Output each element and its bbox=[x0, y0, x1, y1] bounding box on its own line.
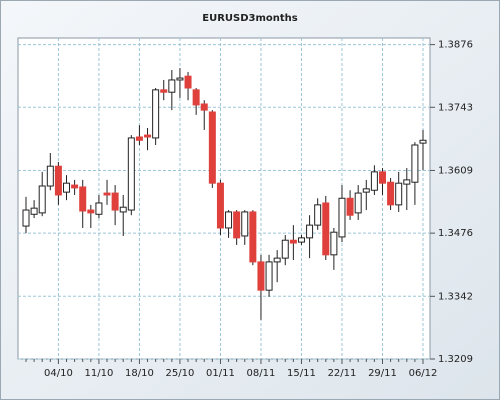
candle-body bbox=[71, 184, 79, 189]
candle-body bbox=[95, 202, 103, 215]
candle-body bbox=[160, 89, 168, 93]
y-tick-label: 1.3743 bbox=[438, 102, 473, 113]
x-tick-label: 01/11 bbox=[206, 368, 235, 379]
candle-body bbox=[87, 209, 95, 214]
candle-body bbox=[419, 139, 427, 144]
candle-body bbox=[144, 134, 152, 138]
candle-body bbox=[38, 185, 46, 214]
candle-body bbox=[265, 261, 273, 291]
candle-body bbox=[249, 211, 257, 263]
candle-body bbox=[273, 257, 281, 263]
y-tick-label: 1.3476 bbox=[438, 228, 473, 239]
candle-body bbox=[387, 181, 395, 206]
x-tick-label: 22/11 bbox=[328, 368, 357, 379]
x-tick-label: 15/11 bbox=[287, 368, 316, 379]
candle-body bbox=[411, 144, 419, 183]
candle-body bbox=[168, 79, 176, 93]
x-tick-label: 08/11 bbox=[247, 368, 276, 379]
candle-body bbox=[354, 192, 362, 214]
x-tick-label: 18/10 bbox=[125, 368, 154, 379]
candle-body bbox=[216, 182, 224, 229]
candle-body bbox=[395, 182, 403, 206]
candle-body bbox=[257, 261, 265, 291]
candle-body bbox=[119, 206, 127, 213]
candle-body bbox=[306, 224, 314, 239]
candle-body bbox=[281, 239, 289, 259]
candle-body bbox=[103, 192, 111, 196]
candle-body bbox=[338, 197, 346, 238]
candle-body bbox=[314, 204, 322, 226]
candle-body bbox=[208, 111, 216, 184]
candle-body bbox=[370, 171, 378, 191]
candle-body bbox=[22, 209, 30, 227]
candle-body bbox=[176, 77, 184, 81]
candle-body bbox=[79, 186, 87, 212]
candle-body bbox=[54, 165, 62, 196]
y-tick-label: 1.3609 bbox=[438, 165, 473, 176]
x-tick-label: 29/11 bbox=[368, 368, 397, 379]
candle-body bbox=[127, 137, 135, 211]
candle-body bbox=[30, 207, 38, 215]
candle-body bbox=[192, 89, 200, 106]
candle-body bbox=[200, 103, 208, 111]
candle-body bbox=[225, 211, 233, 229]
candle-body bbox=[330, 231, 338, 256]
candle-body bbox=[362, 188, 370, 193]
candle-body bbox=[378, 171, 386, 184]
y-tick-label: 1.3209 bbox=[438, 354, 473, 365]
candle-body bbox=[111, 192, 119, 211]
candle-body bbox=[322, 202, 330, 256]
y-tick-label: 1.3876 bbox=[438, 40, 473, 51]
y-tick-label: 1.3342 bbox=[438, 291, 473, 302]
candle-body bbox=[152, 89, 160, 139]
candle-body bbox=[346, 197, 354, 216]
candle-body bbox=[135, 136, 143, 141]
candle-body bbox=[184, 75, 192, 89]
candle-body bbox=[297, 237, 305, 243]
candle-body bbox=[403, 179, 411, 185]
candle-body bbox=[233, 211, 241, 239]
candle-body bbox=[289, 239, 297, 244]
x-tick-label: 25/10 bbox=[166, 368, 195, 379]
candle-body bbox=[241, 211, 249, 237]
candle-body bbox=[63, 182, 71, 193]
x-tick-label: 11/10 bbox=[85, 368, 114, 379]
x-tick-label: 04/10 bbox=[44, 368, 73, 379]
x-tick-label: 06/12 bbox=[409, 368, 438, 379]
chart-title: EURUSD3months bbox=[202, 13, 298, 24]
candle-body bbox=[46, 165, 54, 187]
